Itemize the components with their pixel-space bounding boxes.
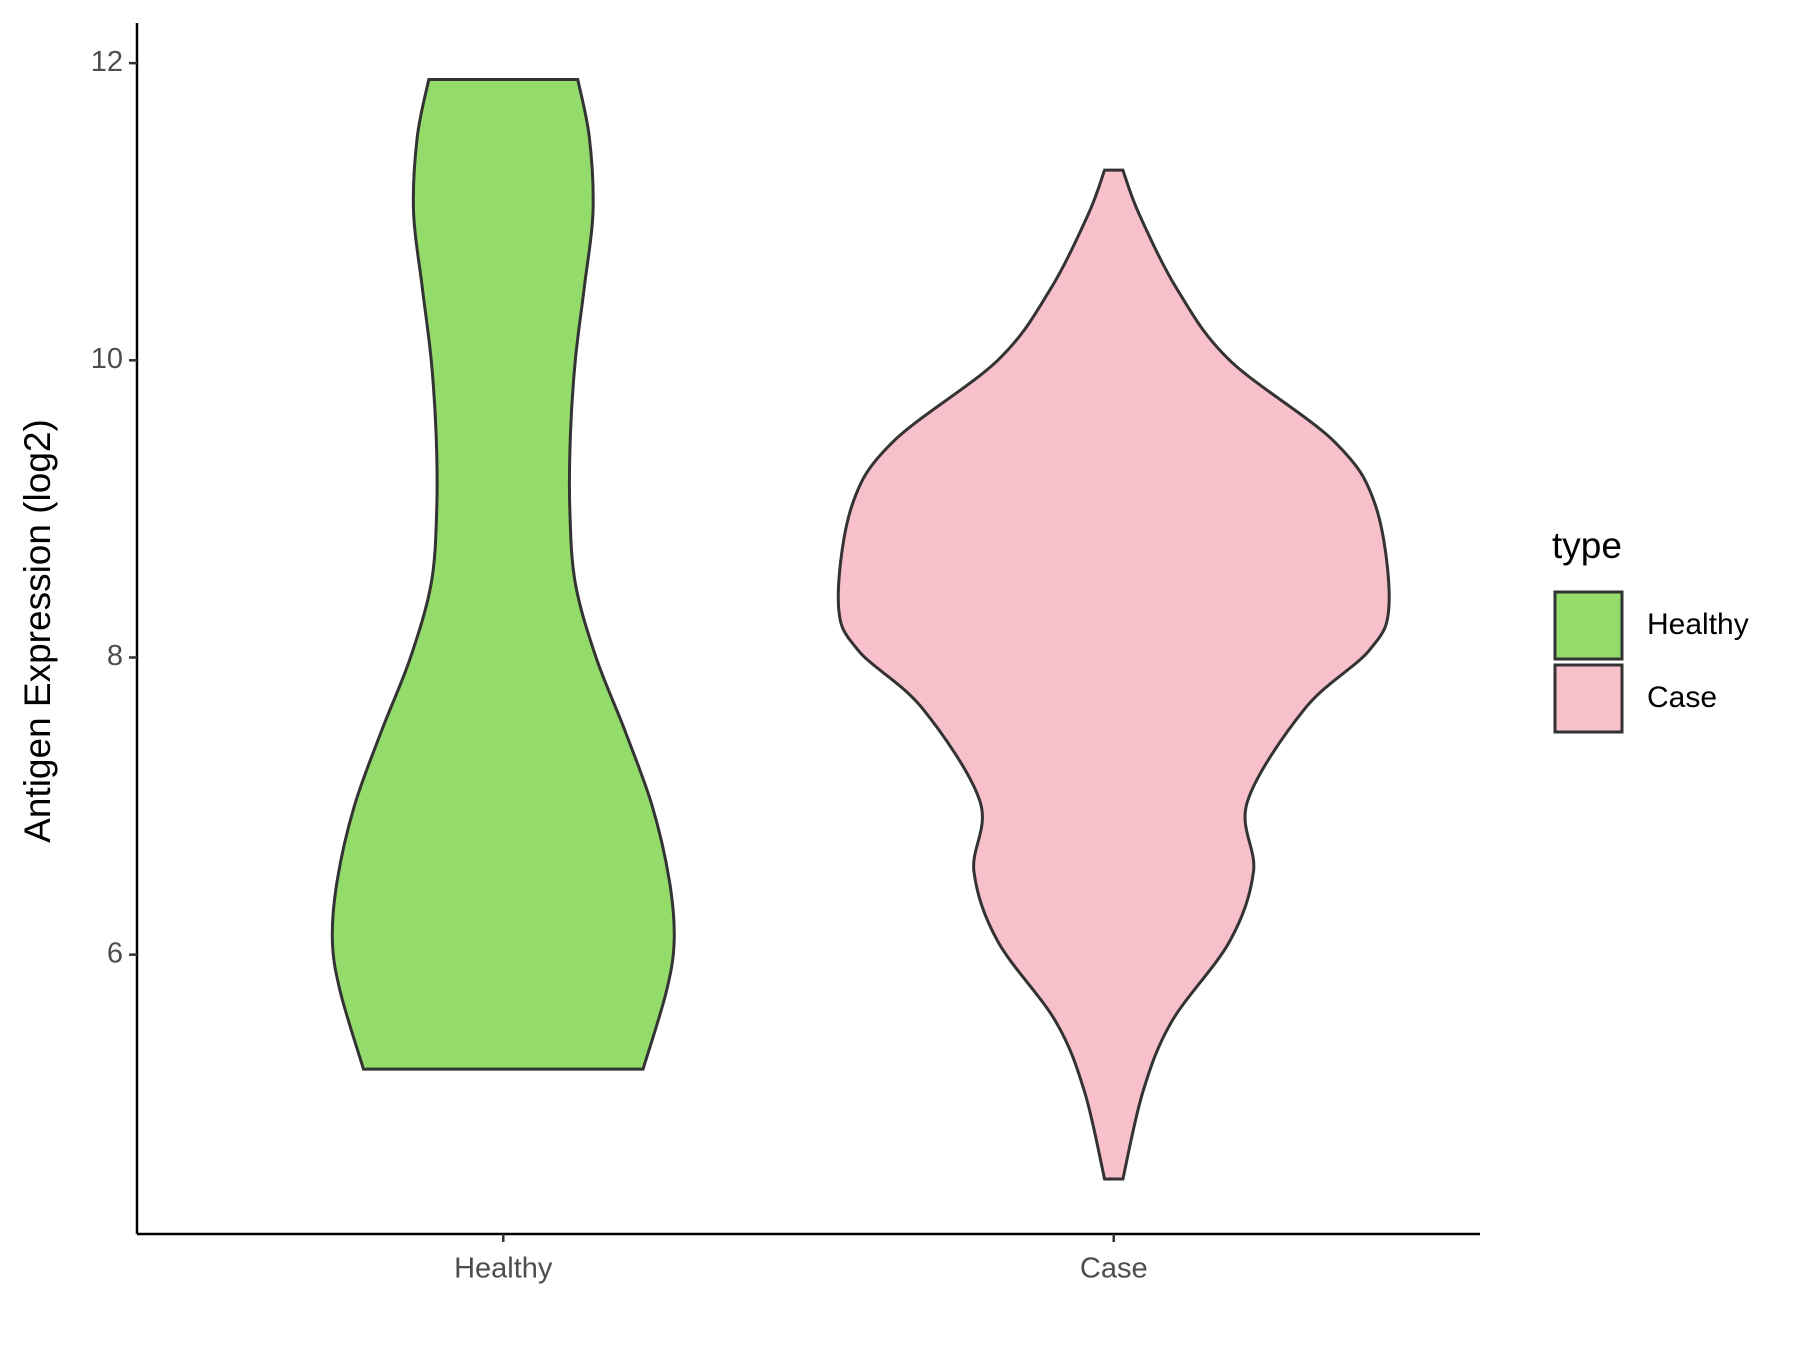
y-axis-label: Antigen Expression (log2): [17, 419, 58, 843]
y-tick-label: 12: [91, 46, 123, 78]
x-tick-label: Healthy: [454, 1253, 553, 1285]
y-tick-label: 8: [107, 640, 123, 672]
legend-key: [1553, 590, 1624, 661]
y-tick-label: 10: [91, 343, 123, 375]
x-tick-label: Case: [1080, 1253, 1148, 1285]
violin: [330, 77, 676, 1071]
legend-key: [1553, 663, 1624, 734]
y-tick-label: 6: [107, 937, 123, 969]
legend-title: type: [1552, 525, 1622, 566]
violin: [836, 168, 1391, 1181]
legend-label: Healthy: [1647, 608, 1749, 641]
legend-label: Case: [1647, 681, 1717, 714]
